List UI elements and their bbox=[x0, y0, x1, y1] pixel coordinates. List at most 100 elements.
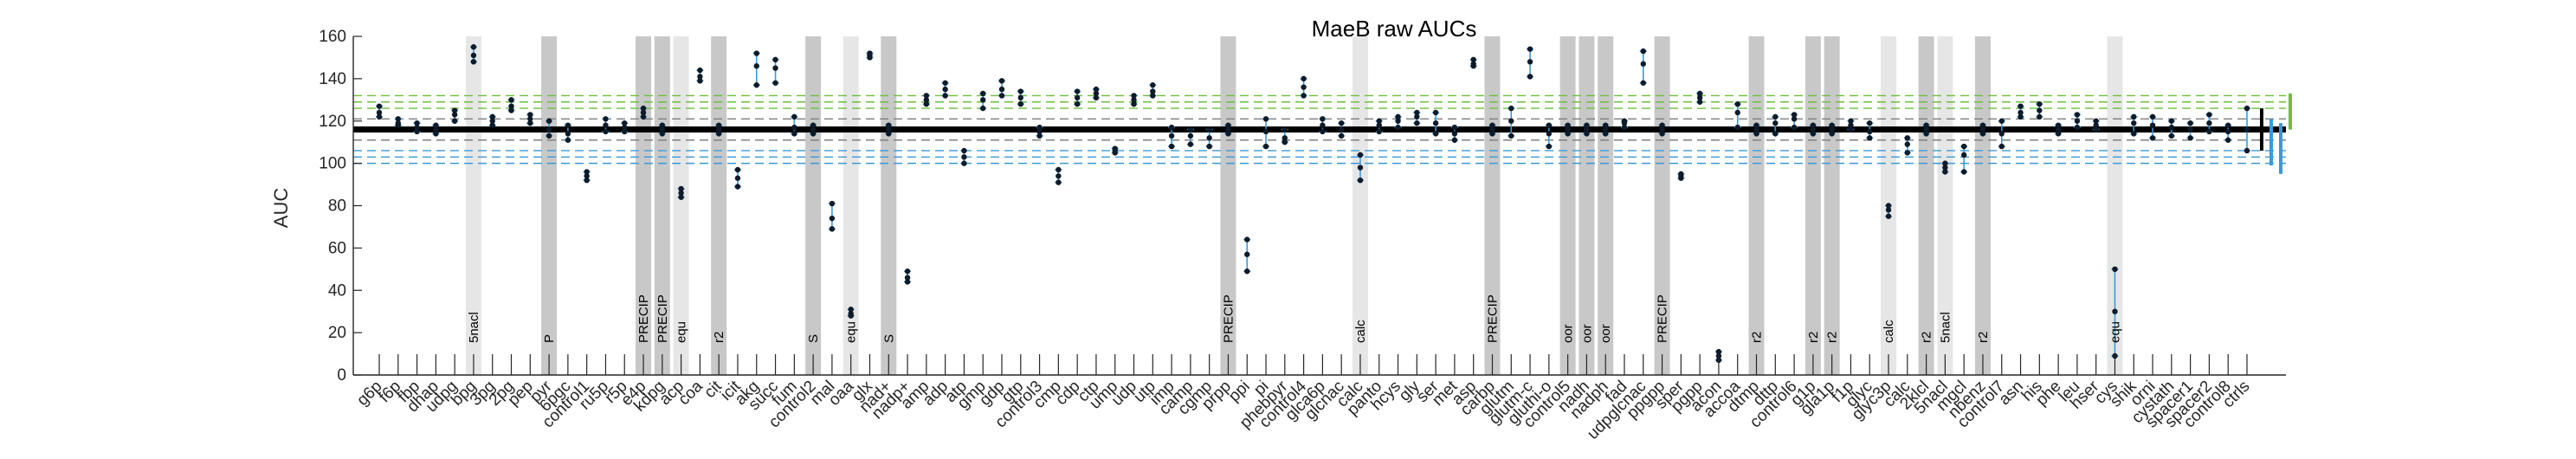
data-point bbox=[376, 109, 383, 116]
data-point bbox=[1527, 59, 1533, 65]
data-point bbox=[1979, 131, 1986, 137]
data-point bbox=[1584, 126, 1590, 133]
data-point bbox=[2149, 122, 2156, 128]
data-point bbox=[980, 97, 986, 103]
data-point bbox=[1753, 122, 1759, 128]
highlight-band bbox=[711, 36, 727, 375]
data-point bbox=[1262, 116, 1269, 122]
data-point bbox=[904, 275, 911, 281]
data-point bbox=[1395, 124, 1401, 131]
data-point bbox=[395, 122, 401, 128]
data-point bbox=[715, 126, 722, 133]
data-point bbox=[1867, 128, 1873, 135]
data-point bbox=[1998, 118, 2005, 124]
data-point bbox=[1508, 105, 1514, 112]
data-point bbox=[1810, 126, 1817, 133]
highlight-band bbox=[541, 36, 558, 375]
highlight-bands bbox=[465, 36, 2123, 375]
data-point bbox=[1904, 141, 1911, 147]
data-point bbox=[1810, 122, 1817, 128]
band-annotation: equ bbox=[675, 321, 689, 343]
data-point bbox=[1206, 143, 1212, 150]
data-point bbox=[451, 118, 458, 124]
data-point bbox=[1376, 122, 1382, 128]
data-point bbox=[942, 80, 948, 86]
highlight-band bbox=[654, 36, 670, 375]
data-point bbox=[753, 82, 759, 88]
data-point bbox=[886, 126, 892, 133]
band-annotation: PRECIP bbox=[1221, 294, 1236, 343]
data-point bbox=[1829, 122, 1835, 128]
data-point bbox=[546, 126, 552, 133]
data-point bbox=[1357, 152, 1364, 158]
data-point bbox=[1112, 145, 1118, 152]
data-point bbox=[2187, 126, 2193, 133]
data-point bbox=[980, 105, 986, 112]
data-point bbox=[527, 116, 533, 122]
highlight-band bbox=[1484, 36, 1501, 375]
data-point bbox=[2168, 118, 2175, 124]
data-point bbox=[886, 122, 892, 128]
data-point bbox=[1017, 94, 1023, 101]
data-point bbox=[1960, 143, 1967, 150]
data-point bbox=[1753, 131, 1759, 137]
data-point bbox=[1150, 82, 1156, 88]
data-point bbox=[1565, 126, 1571, 133]
x-tick-label: coa bbox=[675, 377, 707, 409]
data-point bbox=[508, 103, 514, 109]
data-point bbox=[2168, 124, 2175, 131]
y-tick-label: 120 bbox=[319, 113, 346, 131]
data-point bbox=[1225, 122, 1231, 128]
data-point bbox=[584, 169, 590, 175]
data-point bbox=[1056, 179, 1062, 185]
data-point bbox=[1150, 88, 1156, 94]
data-point bbox=[546, 133, 552, 139]
data-point bbox=[1640, 48, 1646, 55]
data-point bbox=[886, 131, 892, 137]
data-point bbox=[1772, 113, 1779, 120]
data-point bbox=[414, 120, 420, 126]
data-point bbox=[1659, 131, 1665, 137]
data-point bbox=[1187, 126, 1194, 133]
data-point bbox=[998, 78, 1005, 84]
data-point bbox=[1659, 122, 1665, 128]
data-point bbox=[1470, 56, 1476, 63]
data-point bbox=[1489, 122, 1495, 128]
data-point bbox=[527, 120, 533, 126]
data-point bbox=[489, 113, 495, 120]
highlight-band bbox=[1804, 36, 1821, 375]
data-point bbox=[1584, 122, 1590, 128]
data-point bbox=[1187, 141, 1194, 147]
y-tick-label: 0 bbox=[337, 366, 346, 385]
data-point bbox=[1489, 126, 1495, 133]
highlight-band bbox=[673, 36, 689, 375]
data-point bbox=[923, 97, 930, 103]
data-point bbox=[640, 113, 647, 120]
data-point bbox=[1715, 348, 1722, 355]
data-point bbox=[451, 112, 458, 118]
highlight-band bbox=[881, 36, 897, 375]
band-annotation: oor bbox=[1579, 324, 1594, 343]
data-point bbox=[489, 118, 495, 124]
data-point bbox=[2093, 126, 2099, 133]
data-point bbox=[1678, 175, 1684, 181]
data-point bbox=[1168, 143, 1175, 150]
band-annotation: oor bbox=[1561, 324, 1576, 343]
data-point bbox=[470, 44, 477, 50]
data-point bbox=[1187, 133, 1194, 139]
data-point bbox=[1338, 133, 1345, 139]
data-point bbox=[1621, 118, 1628, 124]
data-point bbox=[659, 122, 666, 128]
y-tick-label: 160 bbox=[319, 28, 346, 46]
y-tick-label: 20 bbox=[328, 324, 346, 342]
data-point bbox=[1074, 94, 1081, 101]
band-annotation: r2 bbox=[1825, 332, 1840, 343]
data-point bbox=[734, 175, 741, 181]
highlight-band bbox=[1579, 36, 1595, 375]
data-point bbox=[1885, 207, 1892, 213]
data-point bbox=[1678, 171, 1684, 178]
data-point bbox=[1904, 135, 1911, 141]
data-point bbox=[2112, 308, 2118, 314]
data-point bbox=[1414, 120, 1420, 126]
